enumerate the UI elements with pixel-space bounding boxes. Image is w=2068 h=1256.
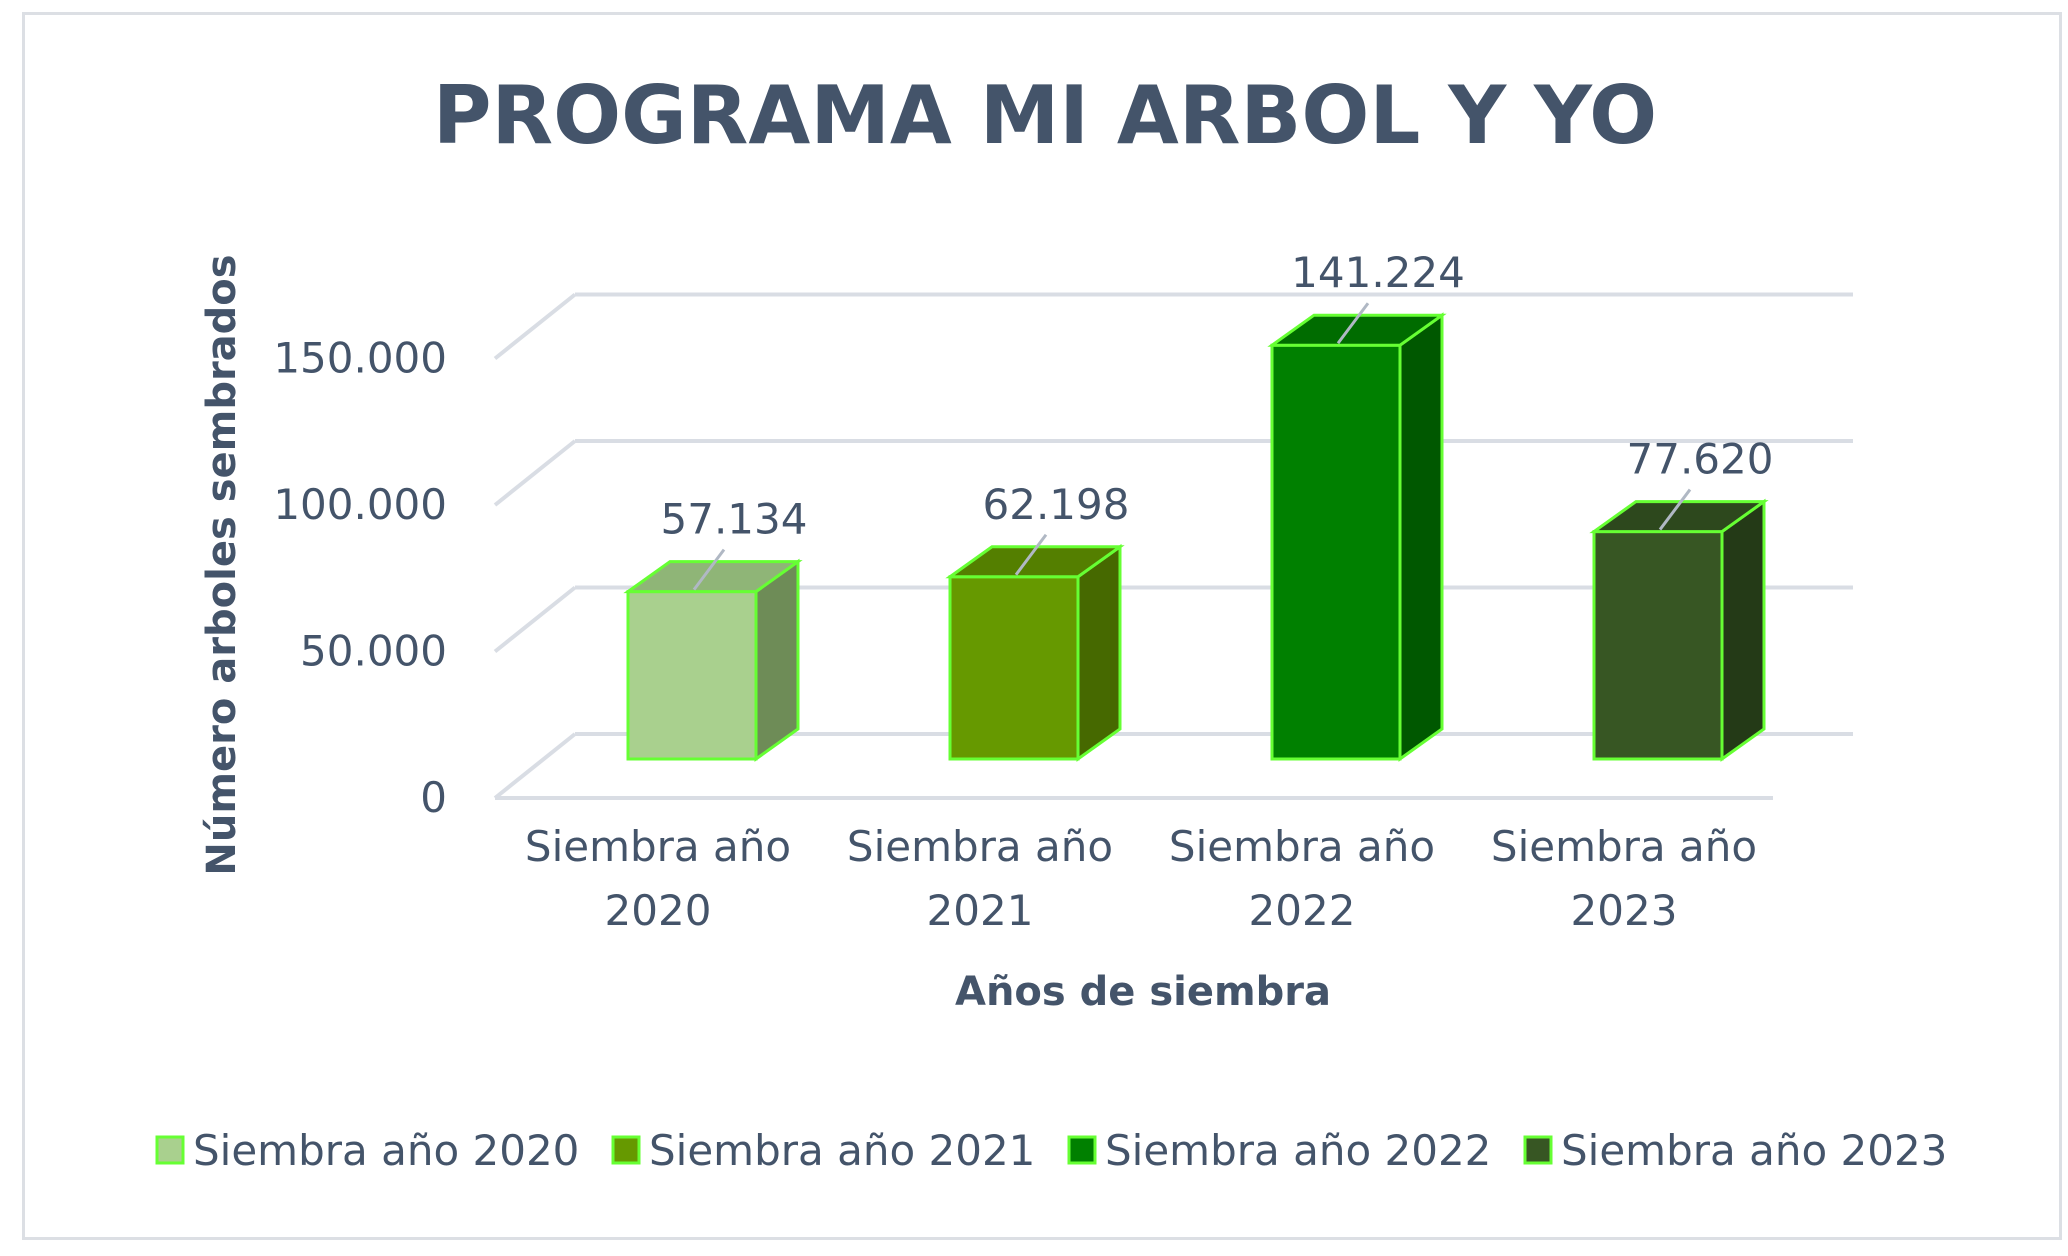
- y-tick-label: 50.000: [300, 627, 447, 676]
- legend-label: Siembra año 2021: [649, 1126, 1035, 1175]
- y-tick-label: 100.000: [273, 480, 447, 529]
- bar-3: 141.224: [1267, 248, 1465, 762]
- gridline-depth: [493, 732, 577, 800]
- chart-title: PROGRAMA MI ARBOL Y YO: [433, 69, 1657, 162]
- bar-2: 62.198: [945, 480, 1130, 762]
- bar-4: 77.620: [1589, 435, 1774, 762]
- bar-top: [1267, 313, 1447, 347]
- bar-side: [1398, 312, 1444, 762]
- bar-side: [1076, 543, 1122, 762]
- bar-front: [948, 575, 1080, 761]
- x-tick-label: 2021: [927, 886, 1034, 935]
- y-axis-ticks: 0 50.000 100.000 150.000: [273, 334, 447, 823]
- bar-1: 57.134: [623, 495, 808, 762]
- data-label-leader: [1336, 302, 1370, 345]
- data-label: 141.224: [1291, 248, 1465, 297]
- bar-front: [1592, 530, 1724, 761]
- gridline-depth: [493, 439, 577, 507]
- bar-front: [626, 590, 758, 761]
- legend-swatch: [1067, 1135, 1097, 1165]
- legend-item-4: Siembra año 2023: [1523, 1126, 1947, 1175]
- legend-label: Siembra año 2022: [1105, 1126, 1491, 1175]
- x-tick-label: Siembra año: [1169, 822, 1435, 871]
- legend-label: Siembra año 2023: [1561, 1126, 1947, 1175]
- bar-top: [1589, 500, 1769, 534]
- y-tick-label: 150.000: [273, 334, 447, 383]
- legend-item-3: Siembra año 2022: [1067, 1126, 1491, 1175]
- legend-swatch: [1523, 1135, 1553, 1165]
- chart-frame: PROGRAMA MI ARBOL Y YO 0 50.000 100.000 150…: [22, 12, 2062, 1240]
- bar-chart: PROGRAMA MI ARBOL Y YO 0 50.000 100.000 150…: [155, 69, 1947, 1175]
- bar-front: [1270, 343, 1402, 761]
- x-axis-ticks: Siembra año 2020 Siembra año 2021 Siembra añ…: [525, 822, 1757, 935]
- gridline-depth: [493, 292, 577, 361]
- data-label: 77.620: [1627, 435, 1774, 484]
- data-label-leader: [1014, 533, 1048, 576]
- data-label-leader: [1658, 488, 1692, 531]
- x-axis-title: Años de siembra: [955, 969, 1331, 1015]
- legend-label: Siembra año 2020: [193, 1126, 579, 1175]
- x-tick-label: Siembra año: [525, 822, 791, 871]
- bar-side: [1720, 498, 1766, 762]
- data-label: 57.134: [661, 495, 808, 544]
- y-tick-label: 0: [420, 773, 447, 822]
- data-label-leader: [692, 548, 726, 591]
- x-tick-label: Siembra año: [847, 822, 1113, 871]
- gridline-depth: [493, 585, 577, 654]
- y-axis-title: Número arboles sembrados: [199, 254, 245, 875]
- bar-top: [623, 560, 803, 594]
- x-tick-label: Siembra año: [1491, 822, 1757, 871]
- x-tick-label: 2020: [605, 886, 712, 935]
- legend-item-1: Siembra año 2020: [155, 1126, 579, 1175]
- bars: 57.134 62.198 141.224 77.620: [623, 248, 1774, 762]
- legend-item-2: Siembra año 2021: [611, 1126, 1035, 1175]
- data-label: 62.198: [983, 480, 1130, 529]
- bar-top: [945, 545, 1125, 579]
- bar-side: [754, 558, 800, 762]
- legend-swatch: [155, 1135, 185, 1165]
- legend: Siembra año 2020 Siembra año 2021 Siembra …: [155, 1126, 1947, 1175]
- x-tick-label: 2022: [1249, 886, 1356, 935]
- legend-swatch: [611, 1135, 641, 1165]
- x-tick-label: 2023: [1571, 886, 1678, 935]
